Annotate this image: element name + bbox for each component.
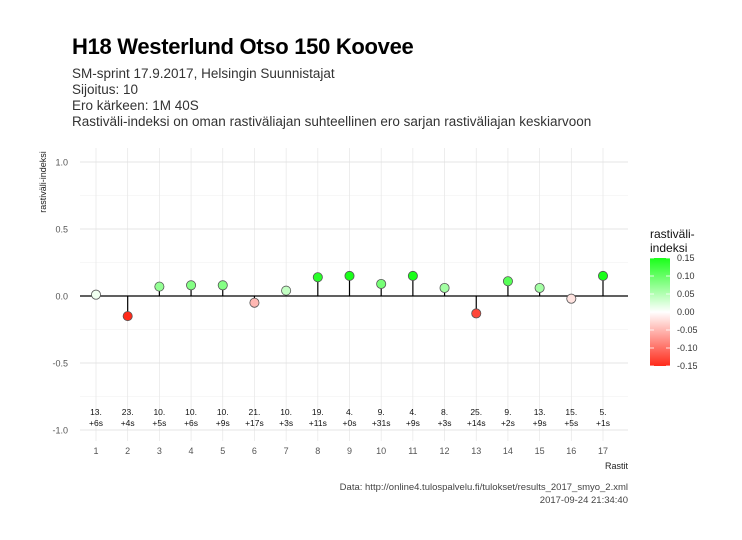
data-point <box>376 278 387 289</box>
chart-title: H18 Westerlund Otso 150 Koovee <box>72 34 414 59</box>
rank-label: 13. <box>534 407 546 417</box>
subtitle-event: SM-sprint 17.9.2017, Helsingin Suunnista… <box>72 66 335 81</box>
x-tick-label: 14 <box>503 446 513 456</box>
rank-label: 8. <box>441 407 448 417</box>
x-tick-label: 12 <box>440 446 450 456</box>
axes: -1.0-0.50.00.51.01 2 3 4 5 6 7 8 9 10 11 12 13 14 15 16… <box>38 151 628 471</box>
time-loss-label: +2s <box>501 418 515 428</box>
y-tick-label: 1.0 <box>55 158 68 168</box>
data-point <box>407 270 418 281</box>
x-tick-label: 11 <box>408 446 417 456</box>
x-tick-label: 2 <box>125 446 130 456</box>
data-point <box>344 270 355 281</box>
data-point <box>598 270 609 281</box>
time-loss-label: +5s <box>152 418 166 428</box>
time-loss-label: +6s <box>184 418 198 428</box>
x-tick-label: 16 <box>566 446 576 456</box>
legend-tick-label: -0.10 <box>677 343 698 353</box>
x-axis-title: Rastit <box>605 461 629 471</box>
legend-tick-label: -0.15 <box>677 361 698 371</box>
point-labels: 13.+6s23.+4s10.+5s10.+6s10.+9s21.+17s10.… <box>89 407 610 428</box>
data-point <box>312 272 323 283</box>
data-point <box>534 282 545 293</box>
legend-title: indeksi <box>650 241 687 255</box>
subtitle-gap: Ero kärkeen: 1M 40S <box>72 98 199 113</box>
rank-label: 13. <box>90 407 102 417</box>
x-tick-label: 10 <box>376 446 386 456</box>
data-point <box>471 308 482 319</box>
x-tick-label: 1 <box>93 446 98 456</box>
data-point <box>122 311 133 322</box>
data-point <box>439 282 450 293</box>
time-loss-label: +14s <box>467 418 486 428</box>
time-loss-label: +9s <box>533 418 547 428</box>
legend-colorbar <box>650 258 670 366</box>
data-source: Data: http://online4.tulospalvelu.fi/tul… <box>339 482 628 493</box>
rank-label: 25. <box>470 407 482 417</box>
time-loss-label: +3s <box>279 418 293 428</box>
time-loss-label: +11s <box>309 418 327 428</box>
x-tick-label: 5 <box>220 446 225 456</box>
rank-label: 10. <box>185 407 197 417</box>
rank-label: 4. <box>346 407 353 417</box>
legend-tick-label: 0.05 <box>677 289 695 299</box>
time-loss-label: +6s <box>89 418 103 428</box>
x-tick-label: 8 <box>315 446 320 456</box>
timestamp: 2017-09-24 21:34:40 <box>539 495 628 506</box>
y-tick-label: 0.0 <box>55 292 68 302</box>
x-tick-label: 3 <box>157 446 162 456</box>
data-point <box>502 276 513 287</box>
time-loss-label: +5s <box>564 418 578 428</box>
time-loss-label: +4s <box>121 418 135 428</box>
rank-label: 9. <box>504 407 511 417</box>
subtitle-description: Rastiväli-indeksi on oman rastiväliajan … <box>72 114 592 129</box>
data-point <box>281 285 292 296</box>
time-loss-label: +0s <box>343 418 357 428</box>
data-point <box>154 281 165 292</box>
legend-tick-label: 0.15 <box>677 253 695 263</box>
x-tick-label: 9 <box>347 446 352 456</box>
x-tick-label: 15 <box>535 446 545 456</box>
rank-label: 10. <box>153 407 165 417</box>
time-loss-label: +3s <box>438 418 452 428</box>
x-tick-label: 13 <box>471 446 481 456</box>
data-point <box>249 297 260 308</box>
time-loss-label: +17s <box>245 418 264 428</box>
data-point <box>217 280 228 291</box>
rank-label: 10. <box>280 407 292 417</box>
rank-label: 9. <box>378 407 385 417</box>
time-loss-label: +1s <box>596 418 610 428</box>
rank-label: 21. <box>249 407 261 417</box>
x-tick-label: 6 <box>252 446 257 456</box>
y-axis-title: rastiväli-indeksi <box>38 151 48 213</box>
data-point <box>186 280 197 291</box>
x-tick-label: 7 <box>284 446 289 456</box>
time-loss-label: +9s <box>406 418 420 428</box>
rank-label: 19. <box>312 407 324 417</box>
y-tick-label: -0.5 <box>52 359 68 369</box>
rank-label: 10. <box>217 407 229 417</box>
legend-tick-label: -0.05 <box>677 325 698 335</box>
data-points <box>91 270 609 322</box>
rank-label: 15. <box>565 407 577 417</box>
time-loss-label: +31s <box>372 418 391 428</box>
rank-label: 5. <box>599 407 606 417</box>
data-point <box>91 289 102 300</box>
legend-tick-label: 0.10 <box>677 271 695 281</box>
x-tick-label: 4 <box>189 446 194 456</box>
rank-label: 23. <box>122 407 134 417</box>
rank-label: 4. <box>409 407 416 417</box>
grid-lines <box>80 148 628 441</box>
legend-tick-label: 0.00 <box>677 307 695 317</box>
time-loss-label: +9s <box>216 418 230 428</box>
subtitle-placement: Sijoitus: 10 <box>72 82 139 97</box>
y-tick-label: 0.5 <box>55 225 68 235</box>
data-point <box>566 293 577 304</box>
x-tick-label: 17 <box>598 446 608 456</box>
legend-title: rastiväli- <box>650 227 695 241</box>
y-tick-label: -1.0 <box>52 426 68 436</box>
